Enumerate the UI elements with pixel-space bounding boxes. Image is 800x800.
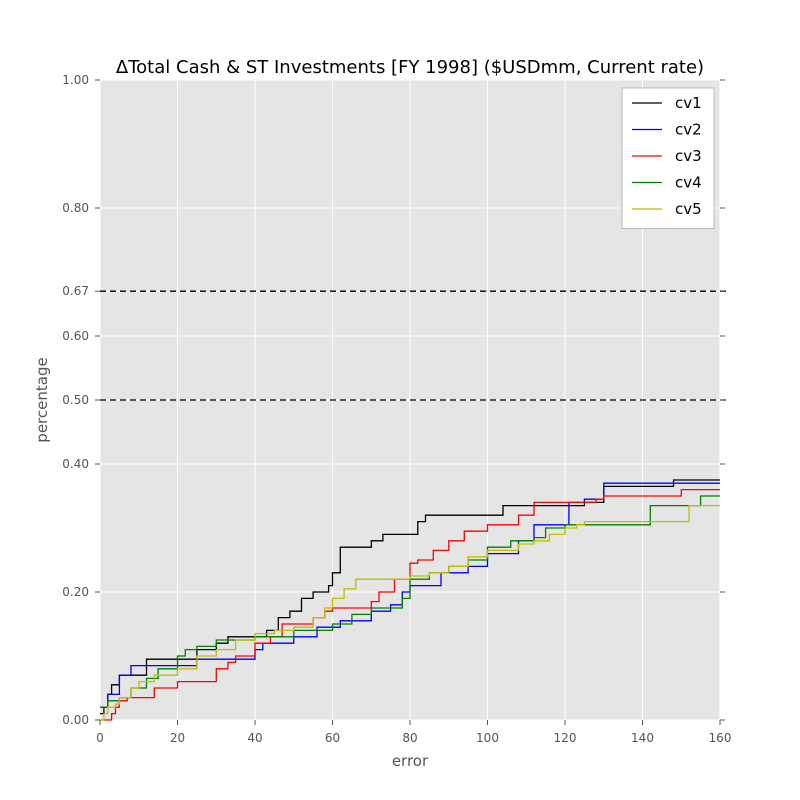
y-tick-label: 0.20: [62, 585, 89, 599]
y-tick-label: 0.67: [62, 284, 89, 298]
x-axis-label: error: [392, 752, 429, 770]
x-tick-label: 160: [709, 731, 732, 745]
y-tick-label: 0.00: [62, 713, 89, 727]
legend-box: [621, 87, 715, 229]
y-tick-label: 0.40: [62, 457, 89, 471]
legend-label-cv4: cv4: [675, 174, 702, 192]
x-tick-label: 0: [96, 731, 104, 745]
legend-label-cv1: cv1: [675, 94, 702, 112]
x-tick-label: 140: [631, 731, 654, 745]
x-tick-label: 40: [247, 731, 262, 745]
x-tick-label: 120: [554, 731, 577, 745]
x-tick-label: 60: [325, 731, 340, 745]
x-tick-label: 80: [402, 731, 417, 745]
series-line-cv2: [100, 482, 720, 708]
legend: cv1 cv2 cv3 cv4 cv5: [621, 87, 715, 229]
x-tick-label: 100: [476, 731, 499, 745]
y-tick-label: 0.50: [62, 393, 89, 407]
x-axis-ticks: 0 20 40 60 80 100 120 140 160: [96, 720, 731, 745]
series-layer: [100, 479, 720, 721]
series-line-cv5: [100, 504, 720, 721]
y-tick-label: 0.80: [62, 201, 89, 215]
y-tick-label: 1.00: [62, 73, 89, 87]
series-line-cv1: [100, 479, 720, 715]
legend-label-cv3: cv3: [675, 147, 702, 165]
reference-lines: [100, 290, 726, 401]
legend-label-cv5: cv5: [675, 200, 702, 218]
y-axis-ticks: 0.00 0.20 0.40 0.50 0.60 0.67 0.80 1.00: [62, 73, 725, 727]
chart-title: ΔTotal Cash & ST Investments [FY 1998] (…: [116, 57, 704, 78]
legend-label-cv2: cv2: [675, 121, 702, 139]
y-axis-label: percentage: [33, 357, 51, 442]
y-tick-label: 0.60: [62, 329, 89, 343]
series-line-cv4: [100, 495, 720, 708]
x-tick-label: 20: [170, 731, 185, 745]
